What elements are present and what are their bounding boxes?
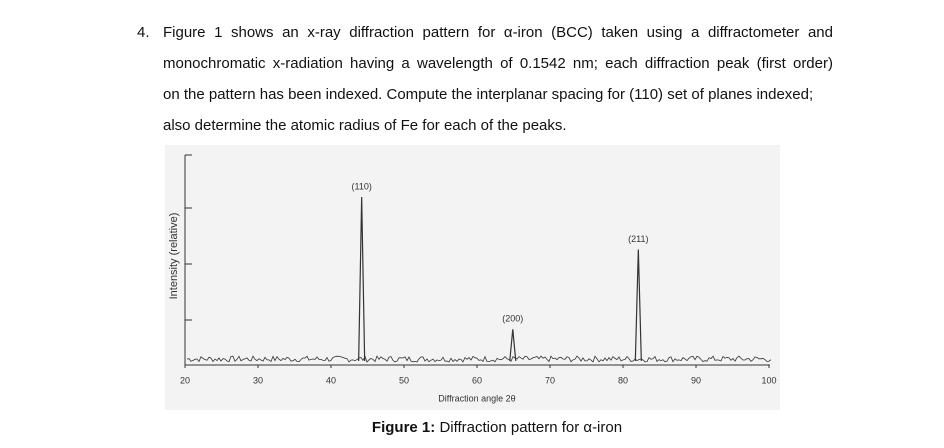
baseline-noise [186, 355, 772, 363]
diffraction-peak [634, 249, 642, 362]
figure: Diffraction angle 2θ Intensity (relative… [165, 145, 780, 410]
caption-label: Figure 1: [371, 419, 436, 436]
question-line: Figure 1 shows an x-ray diffraction patt… [163, 24, 833, 41]
x-tick-label: 80 [618, 375, 628, 385]
question-line: monochromatic x-radiation having a wavel… [163, 55, 833, 72]
x-tick-label: 90 [691, 375, 701, 385]
question-number: 4. [137, 24, 150, 41]
x-tick-label: 30 [253, 375, 263, 385]
diffraction-peak [509, 329, 517, 362]
x-axis-label: Diffraction angle 2θ [438, 393, 515, 403]
peak-label: (211) [628, 234, 648, 244]
caption-text: Diffraction pattern for α-iron [439, 419, 623, 436]
peak-label: (200) [502, 314, 523, 324]
y-axis-label: Intensity (relative) [168, 213, 180, 300]
caption: Figure 1: Diffraction pattern for α-iron [0, 419, 944, 436]
figure-background [165, 145, 780, 410]
peak-label: (110) [351, 181, 371, 191]
question-line: on the pattern has been indexed. Compute… [163, 86, 814, 103]
x-tick-label: 50 [399, 375, 409, 385]
diffraction-peak [358, 196, 366, 362]
x-tick-label: 60 [472, 375, 482, 385]
x-tick-label: 70 [545, 375, 555, 385]
x-tick-label: 20 [180, 375, 190, 385]
x-tick-label: 40 [326, 375, 336, 385]
x-tick-label: 100 [761, 375, 776, 385]
question-line: also determine the atomic radius of Fe f… [163, 117, 567, 134]
